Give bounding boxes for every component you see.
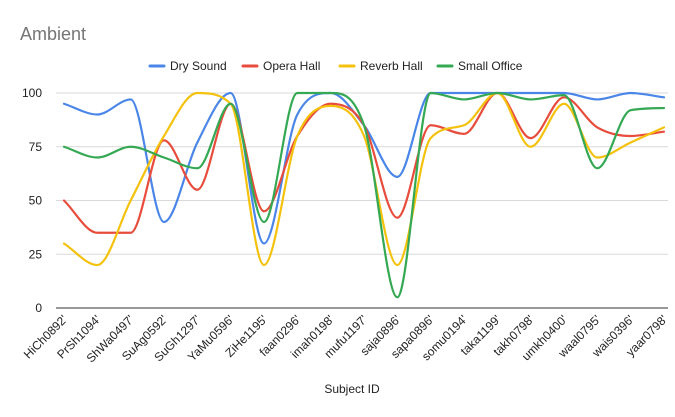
series-lines: [62, 91, 666, 299]
y-axis-ticks: 0 25 50 75 100: [22, 86, 42, 315]
x-axis-title: Subject ID: [324, 382, 380, 396]
series-line-reverb-hall: [62, 91, 666, 267]
legend-label: Opera Hall: [263, 59, 320, 73]
gridlines: [56, 92, 668, 309]
y-tick-label: 100: [22, 86, 42, 100]
legend: Dry Sound Opera Hall Reverb Hall Small Offi…: [148, 59, 523, 73]
chart-title: Ambient: [20, 24, 86, 44]
x-axis-ticks: HiCh0892'PrSh1094'ShWa0497'SuAg0592'SuGh…: [21, 312, 670, 365]
series-line-dry-sound: [62, 91, 666, 245]
legend-label: Small Office: [458, 59, 523, 73]
legend-label: Dry Sound: [170, 59, 227, 73]
legend-label: Reverb Hall: [360, 59, 423, 73]
series-line-opera-hall: [62, 91, 666, 234]
y-tick-label: 75: [29, 140, 43, 154]
series-line-small-office: [62, 91, 666, 299]
y-tick-label: 0: [35, 301, 42, 315]
y-tick-label: 50: [29, 194, 43, 208]
y-tick-label: 25: [29, 247, 43, 261]
